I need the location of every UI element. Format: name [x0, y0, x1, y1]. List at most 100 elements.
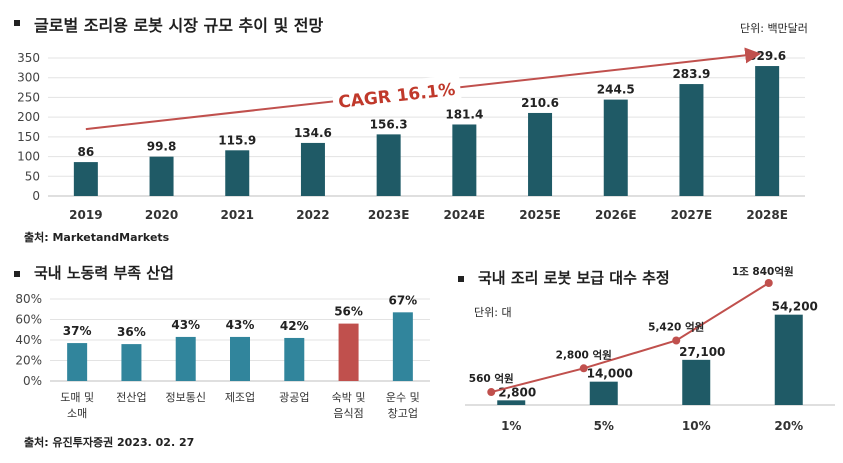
x-tick-label: 음식점 [333, 407, 363, 420]
data-label: 99.8 [147, 140, 177, 154]
x-tick-label: 1% [501, 419, 521, 433]
data-label: 43% [171, 318, 200, 332]
y-tick-label: 40% [15, 333, 42, 347]
x-tick-label: 20% [774, 419, 803, 433]
left-source: 출처: 유진투자증권 2023. 02. 27 [24, 436, 195, 449]
line-point [487, 388, 496, 397]
line-label: 2,800 억원 [556, 348, 612, 361]
data-label: 54,200 [772, 300, 818, 314]
data-label: 42% [280, 319, 309, 333]
x-tick-label: 소매 [67, 407, 87, 420]
bar [682, 359, 711, 405]
data-label: 43% [226, 318, 255, 332]
revenue-line [491, 282, 770, 394]
data-label: 134.6 [294, 126, 332, 140]
bar [284, 337, 305, 381]
line-label: 1조 840억원 [732, 265, 794, 278]
line-point [579, 364, 588, 373]
bar [679, 84, 704, 196]
highlighted-bar [338, 323, 359, 381]
y-tick-label: 200 [17, 110, 40, 124]
top-source: 출처: MarketandMarkets [24, 231, 170, 244]
y-tick-label: 300 [17, 71, 40, 85]
bar [774, 314, 803, 405]
y-tick-label: 350 [17, 51, 40, 65]
labor-shortage-bar-chart: 0% 20% 40% 60% 80% 37% 도매 및소매 36% 전산업 43% 정보통신 43% 제… [15, 292, 430, 420]
x-tick-label: 숙박 및 [332, 391, 366, 404]
line-point [672, 336, 681, 345]
x-tick-label: 5% [594, 419, 614, 433]
bar [121, 344, 142, 381]
line-label: 560 억원 [469, 372, 514, 385]
data-label: 36% [117, 325, 146, 339]
y-tick-label: 150 [17, 130, 40, 144]
bar [230, 336, 250, 381]
data-label: 244.5 [597, 83, 635, 97]
x-tick-label: 2027E [671, 208, 713, 222]
line-label: 5,420 억원 [648, 321, 704, 334]
x-tick-label: 정보통신 [165, 391, 205, 404]
x-tick-label: 2021 [221, 208, 254, 222]
data-label: 37% [63, 324, 92, 338]
x-tick-label: 광공업 [279, 391, 309, 404]
bar [603, 99, 628, 196]
cagr-label-background [331, 74, 462, 113]
robot-adoption-chart: 2,800 1% 14,000 5% 27,100 10% 54,200 20% 560 억원 2… [465, 265, 835, 433]
bar [149, 156, 174, 196]
bar [497, 400, 526, 405]
left-title-bullet [14, 271, 20, 277]
x-tick-label: 2028E [746, 208, 788, 222]
y-tick-label: 50 [25, 169, 40, 183]
x-tick-label: 도매 및 [60, 391, 94, 404]
top-chart-title: 글로벌 조리용 로봇 시장 규모 추이 및 전망 [34, 16, 324, 35]
x-tick-label: 제조업 [225, 391, 255, 404]
data-label: 2,800 [498, 385, 536, 399]
right-chart-title: 국내 조리 로봇 보급 대수 추정 [478, 269, 670, 287]
y-tick-label: 100 [17, 150, 40, 164]
right-unit-label: 단위: 대 [474, 306, 512, 319]
data-label: 210.6 [521, 96, 559, 110]
data-label: 27,100 [679, 345, 725, 359]
data-label: 329.6 [748, 49, 786, 63]
x-tick-label: 창고업 [388, 407, 418, 420]
data-label: 86 [77, 145, 94, 159]
bar [300, 142, 325, 196]
y-tick-label: 0% [23, 374, 42, 388]
bar [755, 66, 780, 196]
bar [73, 162, 98, 196]
bar [589, 381, 618, 405]
y-tick-label: 20% [15, 354, 42, 368]
top-title-bullet [14, 20, 20, 26]
y-tick-label: 60% [15, 313, 42, 327]
top-unit-label: 단위: 백만달러 [740, 22, 808, 35]
data-label: 67% [388, 293, 417, 307]
bar [528, 112, 553, 196]
market-size-bar-chart: 0 50 100 150 200 250 300 350 86 2019 99.8 2020 115.9… [17, 47, 805, 222]
x-tick-label: 10% [682, 419, 711, 433]
right-title-bullet [458, 276, 464, 282]
bar [392, 312, 413, 381]
x-tick-label: 2019 [69, 208, 102, 222]
x-tick-label: 2023E [368, 208, 410, 222]
data-label: 56% [334, 305, 363, 319]
bar [67, 343, 88, 381]
data-label: 115.9 [218, 133, 256, 147]
x-tick-label: 2025E [519, 208, 561, 222]
data-label: 181.4 [445, 107, 483, 121]
bar [225, 150, 250, 196]
bar [452, 124, 477, 196]
x-tick-label: 2020 [145, 208, 178, 222]
bar [376, 134, 401, 196]
y-tick-label: 0 [32, 189, 40, 203]
x-tick-label: 2024E [444, 208, 486, 222]
line-point [764, 279, 773, 287]
y-tick-label: 80% [15, 292, 42, 306]
left-chart-title: 국내 노동력 부족 산업 [34, 264, 174, 282]
data-label: 14,000 [587, 367, 633, 381]
x-tick-label: 2026E [595, 208, 637, 222]
data-label: 156.3 [370, 117, 408, 131]
x-tick-label: 전산업 [116, 391, 146, 404]
bar [175, 336, 196, 381]
data-label: 283.9 [672, 67, 710, 81]
